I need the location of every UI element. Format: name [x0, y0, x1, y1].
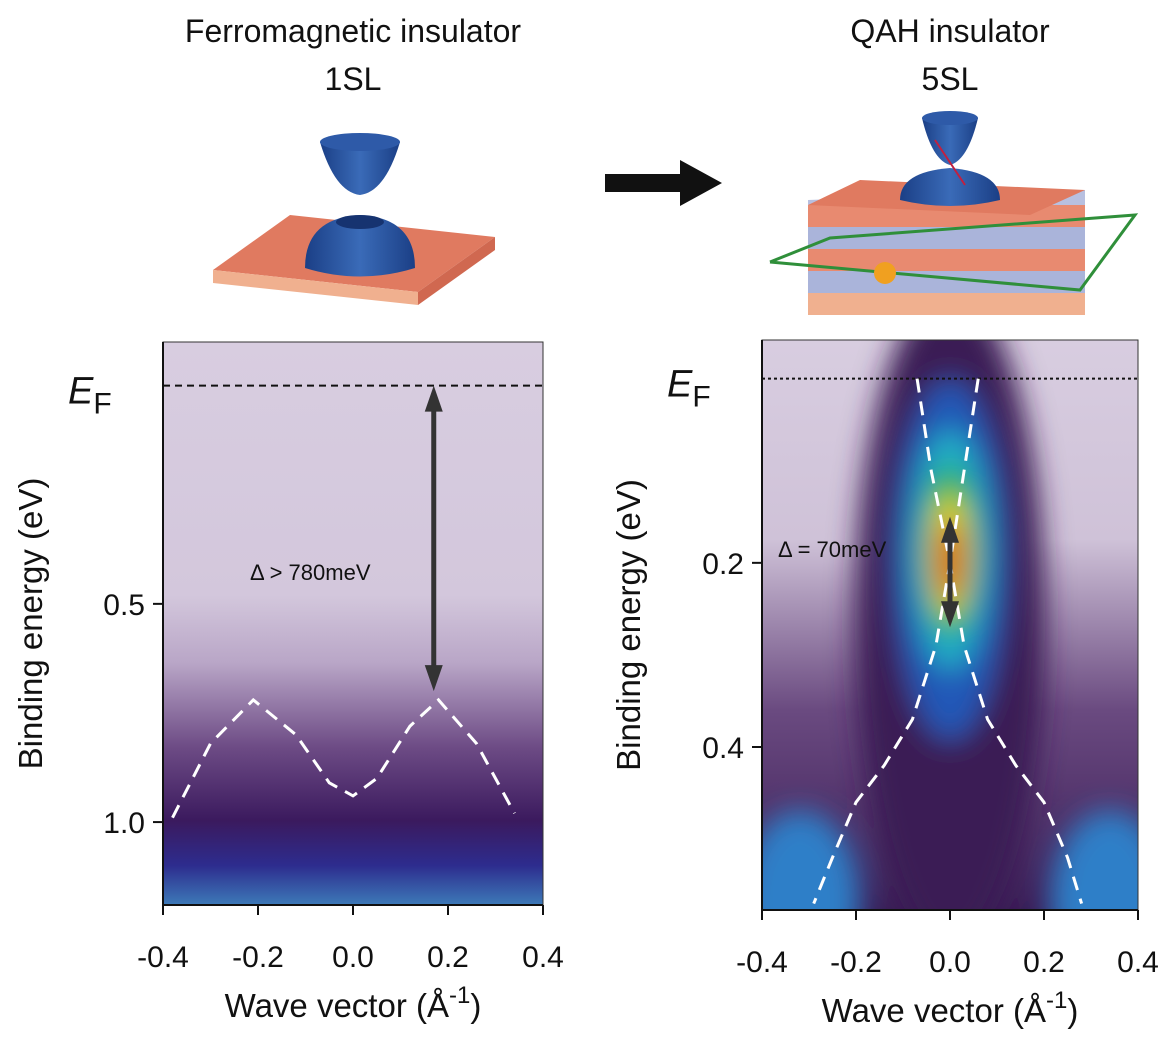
x-axis-label-sup: -1	[1046, 987, 1067, 1014]
fermi-label: EF	[68, 371, 112, 421]
x-axis-label: Wave vector (Å-1)	[822, 987, 1079, 1029]
x-axis-label-end: )	[1067, 992, 1078, 1029]
fermi-label-sub: F	[692, 381, 710, 414]
x-axis-label-text: Wave vector (Å	[225, 987, 449, 1024]
y-axis-label: Binding energy (eV)	[610, 479, 647, 771]
x-tick-label: 0.4	[1117, 946, 1159, 979]
fermi-label-sub: F	[93, 388, 111, 421]
x-tick-label: 0.4	[522, 941, 564, 974]
y-tick-label: 0.2	[702, 548, 744, 581]
illustration-1sl	[213, 133, 495, 305]
y-tick-label: 1.0	[103, 807, 145, 840]
x-tick-label: 0.2	[1023, 946, 1065, 979]
figure: Ferromagnetic insulator 1SL -0.4 -0.2 0.0 0.2…	[0, 0, 1176, 1034]
x-axis-label: Wave vector (Å-1)	[225, 982, 482, 1024]
x-tick-label: -0.2	[830, 946, 882, 979]
fermi-label-main: E	[667, 364, 693, 406]
x-axis-label-sup: -1	[449, 982, 470, 1009]
gap-label: Δ > 780meV	[250, 560, 371, 585]
spectrum-background	[163, 342, 543, 905]
panel-title: Ferromagnetic insulator	[185, 13, 521, 49]
x-tick-label: 0.2	[427, 941, 469, 974]
x-axis-label-text: Wave vector (Å	[822, 992, 1046, 1029]
panel-subtitle: 1SL	[325, 61, 382, 97]
gap-label: Δ = 70meV	[778, 537, 887, 562]
x-tick-label: -0.4	[736, 946, 788, 979]
fermi-label-main: E	[68, 371, 94, 413]
y-tick-label: 0.4	[702, 732, 744, 765]
fermi-label: EF	[667, 364, 711, 414]
transition-arrow	[605, 160, 722, 206]
illustration-5sl	[770, 111, 1135, 315]
x-tick-label: -0.2	[232, 941, 284, 974]
x-axis-label-end: )	[470, 987, 481, 1024]
x-tick-label: 0.0	[929, 946, 971, 979]
x-tick-label: -0.4	[137, 941, 189, 974]
panel-subtitle: 5SL	[922, 61, 979, 97]
panel-title: QAH insulator	[850, 13, 1050, 49]
x-tick-label: 0.0	[332, 941, 374, 974]
y-axis-label: Binding energy (eV)	[12, 478, 49, 770]
y-tick-label: 0.5	[103, 589, 145, 622]
